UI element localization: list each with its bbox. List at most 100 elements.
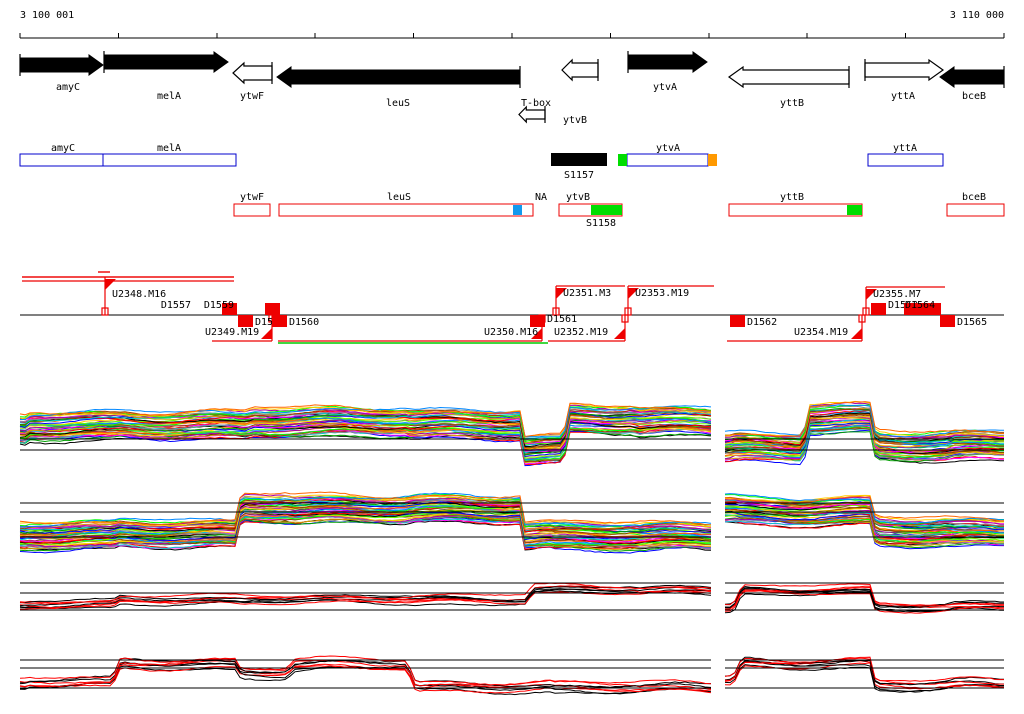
expression-trace — [724, 585, 1004, 607]
gene-arrow-body[interactable] — [19, 54, 104, 76]
gene-arrow-mela[interactable]: melA — [103, 51, 229, 102]
probe-block-label: D1565 — [957, 317, 987, 328]
gene-arrow-ytta[interactable]: yttA — [864, 58, 945, 102]
gene-arrow-ytwf[interactable]: ytwF — [232, 61, 273, 102]
gene-arrow-yttb[interactable]: yttB — [727, 65, 850, 109]
probe-flag — [851, 328, 862, 339]
probe-below-u2354-m19[interactable]: U2354.M19 — [727, 314, 866, 342]
probe-block-d1557[interactable]: D1557 — [161, 300, 237, 315]
gene-arrow-body[interactable] — [864, 58, 945, 82]
probe-track: U2348.M16 U2351.M3 U2353.M19 U2355.M7 U2349.… — [20, 271, 1004, 344]
gene-arrow-bceb[interactable]: bceB — [939, 66, 1005, 102]
feature-box-red-bceb[interactable]: bceB — [946, 192, 1005, 217]
gene-arrow-leus[interactable]: leuS — [276, 66, 521, 109]
expression-panel-2 — [19, 491, 1004, 554]
probe-label: U2354.M19 — [794, 327, 848, 338]
probe-label: U2353.M19 — [635, 288, 689, 299]
probe-block-d1564[interactable]: D1564 — [904, 300, 941, 315]
panel-reference-lines — [20, 582, 1004, 611]
probe-above-u2355-m7[interactable]: U2355.M7 — [862, 286, 945, 316]
gene-arrow-body[interactable] — [939, 66, 1005, 88]
probe-block[interactable] — [940, 315, 955, 327]
feature-box-outline[interactable] — [278, 203, 534, 217]
expression-trace — [724, 656, 1004, 686]
gene-arrow-ytva[interactable]: ytvA — [627, 51, 708, 93]
feature-box-outline[interactable] — [946, 203, 1005, 217]
gene-arrow-label: T-box — [521, 98, 551, 109]
gene-arrow-ytvb[interactable]: ytvB — [561, 58, 599, 126]
feature-box-solid[interactable] — [551, 153, 607, 166]
feature-box-outline[interactable] — [728, 203, 863, 217]
probe-block[interactable] — [530, 315, 545, 327]
expression-trace — [19, 513, 711, 550]
feature-cap-right — [708, 154, 717, 166]
feature-box-blue-ytva[interactable]: ytvA — [618, 143, 717, 167]
gene-arrow-label: yttA — [891, 91, 915, 102]
gene-arrow-body[interactable] — [518, 105, 546, 124]
probe-above-u2348-m16[interactable]: U2348.M16 — [22, 276, 234, 316]
feature-box-outline[interactable] — [867, 153, 944, 167]
probe-block[interactable] — [730, 315, 745, 327]
gene-arrow-track: amyC melA ytwF leuS T-box ytvB ytvA yttB yttA bce… — [19, 51, 1005, 126]
feature-box-label: bceB — [962, 192, 986, 203]
feature-box-outline[interactable] — [19, 153, 104, 167]
gene-arrow-t-box[interactable]: T-box — [518, 98, 551, 124]
probe-block[interactable] — [222, 303, 237, 315]
expression-trace — [19, 588, 711, 610]
feature-box-label: ytvA — [656, 143, 680, 154]
probe-block-d1563[interactable]: D1563 — [871, 300, 918, 315]
gene-arrow-body[interactable] — [103, 51, 229, 73]
gene-arrow-body[interactable] — [561, 58, 599, 82]
probe-above-u2353-m19[interactable]: U2353.M19 — [624, 285, 714, 316]
expression-trace — [19, 586, 711, 609]
probe-block[interactable] — [265, 303, 280, 315]
feature-box-outline[interactable] — [233, 203, 271, 217]
feature-cap-right — [591, 205, 622, 215]
probe-block-d1565[interactable]: D1565 — [940, 315, 987, 328]
gene-arrow-body[interactable] — [276, 66, 521, 88]
expression-trace — [724, 407, 1004, 443]
probe-block-d1562[interactable]: D1562 — [730, 315, 777, 328]
feature-box-blue-ytta[interactable]: yttA — [867, 143, 944, 167]
probe-block-d1558[interactable]: D1558 — [238, 315, 285, 328]
feature-box-red-ytwf[interactable]: ytwF — [233, 192, 271, 217]
gene-arrow-body[interactable] — [232, 61, 273, 85]
expression-trace — [725, 429, 1004, 466]
feature-box-outline[interactable] — [626, 153, 709, 167]
probe-foot — [862, 307, 870, 316]
expression-trace — [724, 400, 1004, 437]
feature-box-red-leus[interactable]: leuS NA — [278, 192, 547, 217]
probe-block-d1559[interactable]: D1559 — [204, 300, 280, 315]
feature-box-red-yttb[interactable]: yttB — [728, 192, 863, 217]
expression-trace — [725, 401, 1004, 439]
feature-box-track: amyC melA ytvA yttA S1157 ytwF leuS NA ytvB S1158… — [19, 143, 1005, 229]
expression-trace — [724, 590, 1004, 614]
feature-box-blue-mela[interactable]: melA — [102, 143, 237, 167]
feature-box-blue-amyc[interactable]: amyC — [19, 143, 104, 167]
expression-trace — [19, 582, 711, 605]
probe-block-d1561[interactable]: D1561 — [530, 314, 577, 327]
probe-block-label: D1560 — [289, 317, 319, 328]
expression-trace — [724, 401, 1004, 437]
gene-arrow-body[interactable] — [727, 65, 850, 89]
feature-box-black-s1157[interactable]: S1157 — [551, 153, 607, 181]
expression-trace — [19, 492, 711, 528]
expression-trace — [724, 413, 1004, 447]
expression-trace — [19, 491, 711, 526]
probe-block[interactable] — [272, 315, 287, 327]
expression-trace — [19, 402, 711, 438]
feature-cap-right — [847, 205, 862, 215]
probe-above-u2351-m3[interactable]: U2351.M3 — [552, 285, 625, 316]
ruler-left-coordinate: 3 100 001 — [20, 10, 74, 21]
feature-box-outline[interactable] — [102, 153, 237, 167]
probe-below-u2352-m19[interactable]: U2352.M19 — [548, 314, 629, 342]
probe-block[interactable] — [904, 303, 941, 315]
gene-arrow-label: yttB — [780, 98, 804, 109]
gene-arrow-body[interactable] — [627, 51, 708, 73]
feature-box-red-ytvb[interactable]: ytvB S1158 — [558, 192, 623, 229]
gene-arrow-amyc[interactable]: amyC — [19, 54, 104, 93]
probe-block-d1560[interactable]: D1560 — [272, 315, 319, 328]
probe-block[interactable] — [871, 303, 886, 315]
probe-block[interactable] — [238, 315, 253, 327]
